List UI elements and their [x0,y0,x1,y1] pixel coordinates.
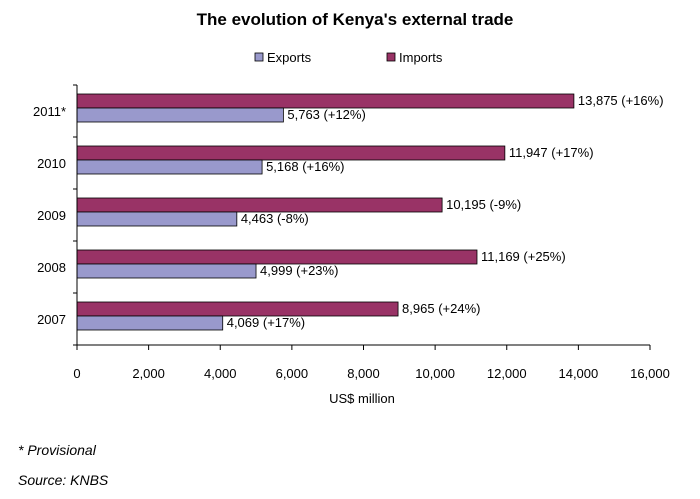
data-label-imports-2009: 10,195 (-9%) [446,197,521,212]
data-label-exports-2007: 4,069 (+17%) [227,315,305,330]
x-tick-label: 10,000 [415,366,455,381]
category-label-2007: 2007 [37,312,66,327]
data-label-imports-2010: 11,947 (+17%) [509,145,594,160]
data-label-exports-2009: 4,463 (-8%) [241,211,309,226]
x-tick-label: 16,000 [630,366,670,381]
x-tick-label: 2,000 [132,366,165,381]
category-label-2011: 2011* [33,104,66,119]
legend-swatch-imports [386,52,396,62]
data-label-exports-2010: 5,168 (+16%) [266,159,344,174]
data-label-imports-2008: 11,169 (+25%) [481,249,566,264]
trade-chart: The evolution of Kenya's external trade … [33,10,670,406]
bar-exports-2008 [76,263,257,279]
x-tick-label: 8,000 [347,366,380,381]
category-label-2008: 2008 [37,260,66,275]
x-tick-label: 4,000 [204,366,237,381]
source-note: Source: KNBS [18,472,109,488]
data-label-exports-2008: 4,999 (+23%) [260,263,338,278]
category-label-2010: 2010 [37,156,66,171]
data-label-exports-2011: 5,763 (+12%) [287,107,365,122]
provisional-note: * Provisional [18,442,96,458]
bar-imports-2007 [76,301,399,317]
chart-title: The evolution of Kenya's external trade [197,10,514,29]
bar-imports-2010 [76,145,506,161]
bars: 13,875 (+16%) 5,763 (+12%) 2011* 11,947 (+1… [33,93,664,331]
bar-exports-2011 [76,107,284,123]
x-axis-title: US$ million [329,391,395,406]
legend-label-imports: Imports [399,50,443,65]
bar-imports-2011 [76,93,575,109]
legend-swatch-exports [254,52,264,62]
bar-exports-2009 [76,211,238,227]
x-tick-label: 0 [73,366,80,381]
bar-imports-2008 [76,249,478,265]
category-label-2009: 2009 [37,208,66,223]
bar-imports-2009 [76,197,443,213]
axes: 0 2,000 4,000 6,000 8,000 10,000 12,000 14,000 1… [73,84,670,381]
bar-exports-2010 [76,159,263,175]
bar-exports-2007 [76,315,224,331]
x-tick-label: 12,000 [487,366,527,381]
data-label-imports-2011: 13,875 (+16%) [578,93,664,108]
legend-label-exports: Exports [267,50,312,65]
data-label-imports-2007: 8,965 (+24%) [402,301,480,316]
x-tick-label: 14,000 [558,366,598,381]
legend: Exports Imports [254,50,443,65]
x-tick-label: 6,000 [276,366,309,381]
